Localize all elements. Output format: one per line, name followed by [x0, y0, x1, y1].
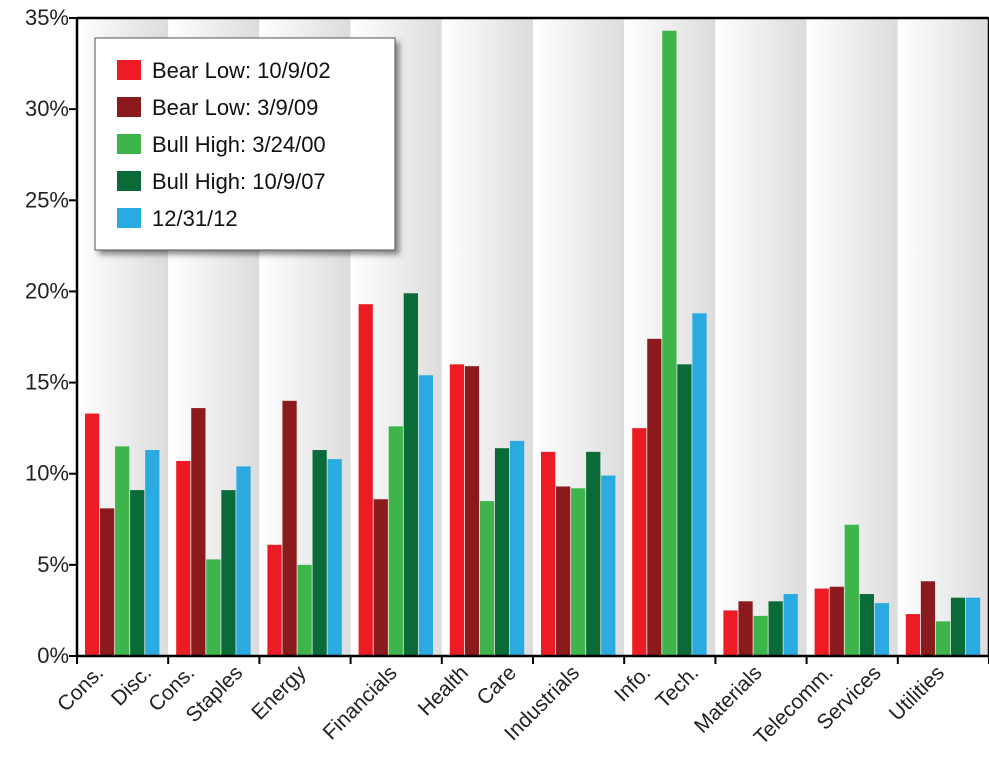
bar [464, 366, 480, 656]
bar [494, 448, 510, 656]
bar [753, 615, 768, 656]
x-tick-label: Care [472, 661, 520, 709]
bar [115, 446, 130, 656]
x-tick-label: Health [414, 661, 473, 720]
bar [358, 304, 373, 656]
bar [556, 486, 571, 656]
legend-swatch [117, 171, 141, 191]
bar [221, 490, 236, 656]
bar [935, 621, 951, 656]
bar [206, 559, 221, 656]
bar [388, 426, 403, 656]
bar [327, 459, 342, 656]
legend-swatch [117, 208, 141, 228]
legend-label: Bull High: 10/9/07 [152, 169, 326, 194]
bar [85, 413, 100, 656]
bar [541, 451, 556, 656]
x-tick-label: Cons. [53, 661, 108, 716]
bar [403, 293, 418, 656]
bar [571, 488, 586, 656]
bars [85, 30, 981, 656]
bar [632, 428, 647, 656]
bar [844, 524, 859, 656]
bar [373, 499, 388, 656]
y-tick-label: 15% [25, 370, 69, 395]
y-tick-label: 30% [25, 96, 69, 121]
bar [768, 601, 783, 656]
bar [509, 440, 525, 656]
bar [601, 475, 616, 656]
legend-swatch [117, 60, 141, 80]
bar [905, 614, 921, 656]
bar [236, 466, 251, 656]
y-tick-label: 20% [25, 278, 69, 303]
legend: Bear Low: 10/9/02 Bear Low: 3/9/09 Bull Hi… [94, 37, 396, 251]
bar [282, 400, 297, 656]
y-tick-label: 0% [37, 643, 69, 668]
legend-label: Bear Low: 3/9/09 [152, 95, 318, 120]
bar [874, 603, 889, 656]
bar [965, 597, 981, 656]
legend-swatch [117, 134, 141, 154]
x-axis-ticks: Cons.Disc.Cons.Staples Energy Financials He… [53, 656, 989, 749]
y-tick-label: 25% [25, 187, 69, 212]
category-band [897, 18, 989, 656]
legend-label: Bull High: 3/24/00 [152, 132, 326, 157]
bar [418, 375, 433, 656]
bar [100, 508, 115, 656]
legend-box [94, 37, 396, 251]
bar [267, 544, 282, 656]
y-tick-label: 35% [25, 5, 69, 30]
bar [647, 338, 662, 656]
bar [723, 610, 738, 656]
bar [662, 30, 677, 656]
bar [950, 597, 966, 656]
bar [312, 450, 327, 656]
bar [130, 490, 145, 656]
bar [783, 594, 798, 656]
legend-swatch [117, 97, 141, 117]
bar [738, 601, 753, 656]
y-axis-ticks: 0% 5% 10% 15% 20% 25% 30% 35% [25, 5, 77, 668]
category-band [715, 18, 807, 656]
bar [677, 364, 692, 656]
x-tick-label: Info. [610, 661, 655, 706]
x-tick-label: Tech. [652, 661, 704, 713]
bar [297, 564, 312, 656]
bar [814, 588, 829, 656]
bar [449, 364, 465, 656]
legend-label: Bear Low: 10/9/02 [152, 58, 331, 83]
y-tick-label: 5% [37, 552, 69, 577]
bar [176, 460, 191, 656]
bar [920, 581, 936, 656]
bar [859, 594, 874, 656]
bar [829, 586, 844, 656]
bar [692, 313, 707, 656]
x-tick-label: Financials [319, 661, 402, 744]
bar [145, 450, 160, 656]
bar [191, 408, 206, 656]
bar [586, 451, 601, 656]
x-tick-label: Energy [247, 661, 311, 725]
y-tick-label: 10% [25, 461, 69, 486]
legend-label: 12/31/12 [152, 206, 238, 231]
x-tick-label: Utilities [885, 661, 949, 725]
bar [479, 501, 495, 656]
